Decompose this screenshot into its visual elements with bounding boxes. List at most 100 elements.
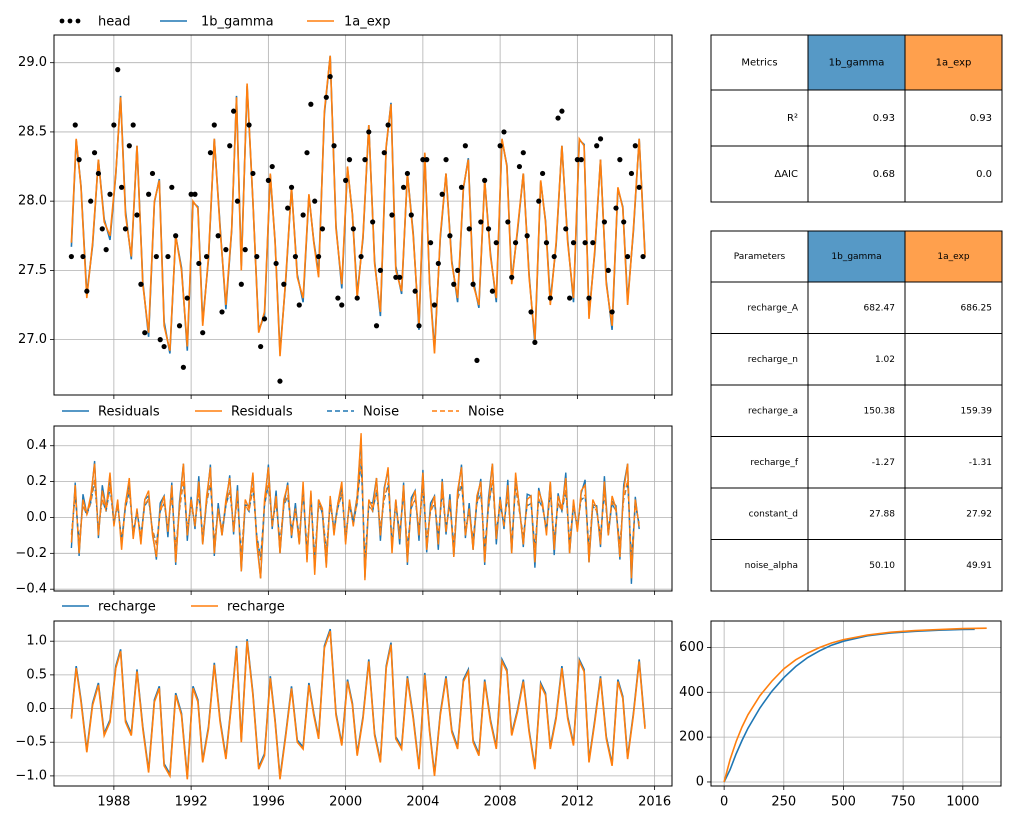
head-observation-point [335,295,341,301]
step-line-1a_exp [723,627,987,783]
y-tick-label: 0.0 [26,701,47,716]
legend-label-recharge-orange: recharge [227,600,285,615]
head-observation-point [215,233,221,239]
table-header-label: 1b_gamma [829,58,885,69]
head-observation-point [516,163,523,170]
model-line-1a_exp [70,55,646,357]
head-observation-point [493,240,499,246]
residuals-axes-frame [53,425,673,592]
table-header-label: 1a_exp [936,58,972,69]
head-panel: 27.0 27.5 28.0 28.5 29.0 head 1b_gamma 1a_exp [18,15,673,399]
x-tick-label: 2012 [561,795,594,810]
head-observation-point [520,150,526,156]
table-cell-value: 27.88 [869,509,895,519]
head-observation-point [211,122,217,128]
recharge-panel: 1988 1992 1996 2000 2004 2008 2012 2016 −1.0 −0.5… [15,600,673,810]
head-observation-point [578,157,584,163]
table-cell-value: noise_alpha [745,561,798,571]
head-observation-point [296,302,302,308]
head-legend: head 1b_gamma 1a_exp [59,15,390,30]
head-observation-point [582,240,588,246]
head-observation-point [227,143,233,149]
x-tick-label: 500 [831,795,856,810]
table-cell [904,281,1003,334]
head-observation-point [482,177,488,183]
y-tick-label: 27.0 [18,332,47,347]
table-cell [710,281,809,334]
legend-marker-head [75,18,81,24]
head-observation-point [590,240,596,246]
head-observation-point [389,212,395,218]
head-observation-point [343,177,349,183]
head-observation-point [443,157,449,163]
head-observation-point [288,184,295,190]
head-observation-point [107,191,113,197]
head-observation-point [207,150,214,156]
head-observation-point [242,247,248,253]
head-observation-point [540,170,546,177]
head-observation-point [586,295,592,301]
table-cell-value: constant_d [749,509,798,519]
recharge-line-1b_gamma [70,628,646,778]
table-cell-value: recharge_n [748,355,798,365]
head-observation-point [594,143,600,149]
head-observation-point [130,122,136,128]
head-observation-point [350,226,356,232]
head-observation-point [397,274,403,280]
head-observation-point [196,260,202,267]
head-observation-point [505,219,511,225]
table-header-label: 1a_exp [937,252,969,262]
x-tick-label: 2004 [406,795,439,810]
head-observation-point [393,274,399,280]
head-observation-point [447,233,453,239]
table-cell [807,333,906,386]
head-observation-point [497,143,503,149]
head-observation-point [597,136,604,142]
table-cell [710,333,809,386]
table-header-cell [710,34,809,91]
table-cell-value: ΔAIC [774,169,798,180]
head-observation-point [254,253,260,260]
table-cell-value: 159.39 [961,406,993,416]
head-observation-point [636,184,642,190]
y-tick-label: −0.4 [15,582,47,597]
head-observation-point [435,260,441,267]
head-observation-point [462,143,468,149]
table-header-label: Parameters [734,252,786,262]
y-tick-label: 1.0 [26,634,47,649]
table-cell-value: -1.27 [872,458,895,468]
recharge-legend: recharge recharge [62,600,285,615]
y-tick-label: 28.5 [18,124,47,139]
metrics-table: Metrics 1b_gamma 1a_exp R² 0.93 0.93 ΔAIC 0.68 0… [710,34,1003,203]
table-cell-value: 27.92 [966,509,992,519]
head-observation-point [470,281,476,287]
y-tick-label: −0.5 [15,735,47,750]
x-tick-label: 0 [720,795,728,810]
table-cell [904,333,1003,386]
legend-marker-head [59,18,65,24]
head-observation-point [570,240,577,246]
head-observation-point [400,184,407,190]
step-response-panel: 0 250 500 750 1000 0 200 400 600 [679,620,1002,810]
table-cell-value: recharge_A [747,303,798,313]
head-observation-point [200,330,206,336]
head-observation-point [184,295,190,301]
head-observation-point [439,191,445,197]
head-observation-point [601,219,608,225]
head-observation-point [323,94,329,100]
table-cell-value: 0.93 [873,113,895,124]
legend-label-1a_exp: 1a_exp [344,15,390,30]
head-observation-point [122,226,129,232]
table-cell-value: recharge_f [750,458,798,468]
head-observation-point [68,253,74,260]
head-observation-point [84,288,90,294]
table-header-label: Metrics [741,58,777,69]
head-observation-point [528,309,534,315]
head-observation-point [547,295,553,301]
y-tick-label: 28.0 [18,194,47,209]
head-observation-point [605,267,611,273]
head-observation-point [559,108,565,114]
head-observation-point [138,281,144,287]
head-observation-point [246,122,252,128]
